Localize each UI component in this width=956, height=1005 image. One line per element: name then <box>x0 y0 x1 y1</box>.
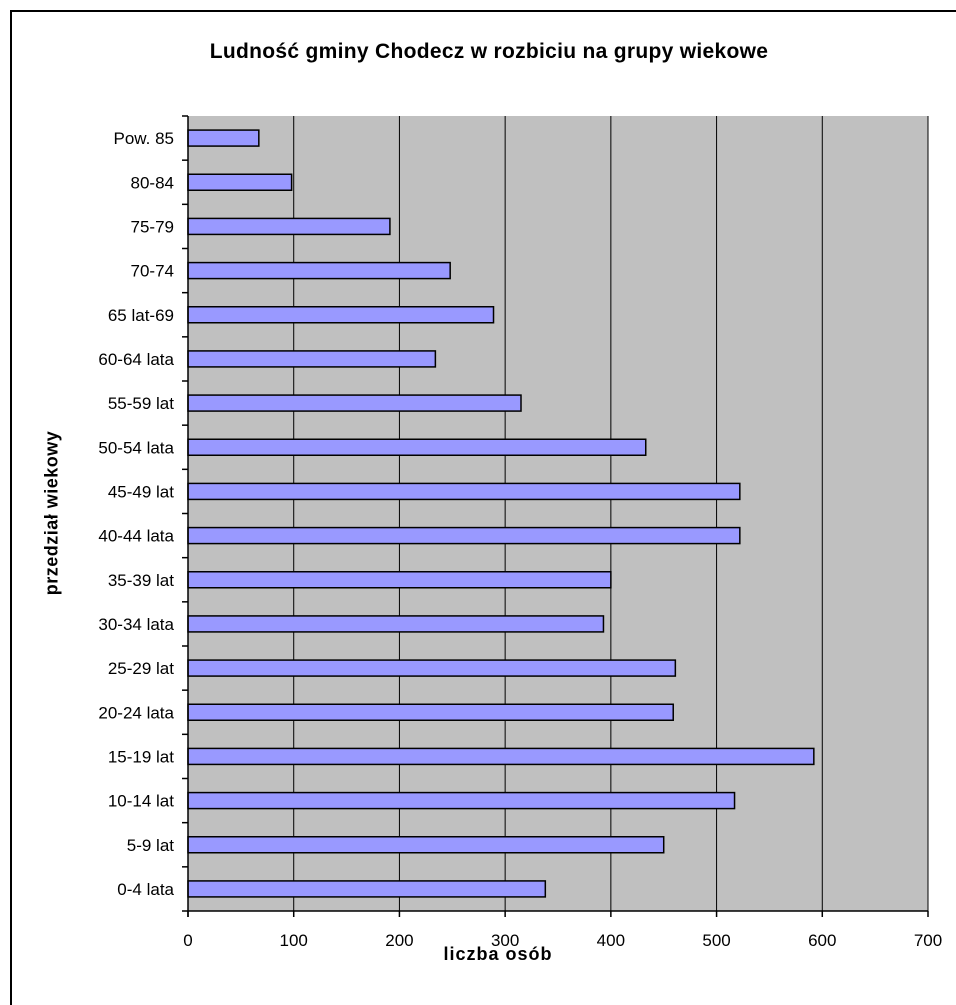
bar <box>187 129 260 147</box>
gridlines <box>293 116 929 911</box>
bar <box>187 394 522 412</box>
bar <box>187 438 647 456</box>
x-tick-label: 300 <box>491 931 519 950</box>
y-tick-label: 0-4 lata <box>117 880 174 899</box>
bar <box>187 571 612 589</box>
y-tick-label: 10-14 lat <box>108 792 174 811</box>
bar <box>187 703 674 721</box>
y-tick-label: Pow. 85 <box>114 129 175 148</box>
plot-area <box>188 116 928 911</box>
bars <box>187 129 815 898</box>
y-tick-label: 20-24 lata <box>98 703 174 722</box>
x-tick-label: 0 <box>183 931 192 950</box>
y-tick-label: 30-34 lata <box>98 615 174 634</box>
bar <box>187 306 495 324</box>
bar <box>187 350 437 368</box>
axes <box>187 116 928 917</box>
y-tick-label: 80-84 <box>131 173 174 192</box>
y-tick-label: 40-44 lata <box>98 527 174 546</box>
y-tick-label: 45-49 lat <box>108 482 174 501</box>
bar <box>187 791 736 810</box>
y-tick-label: 75-79 <box>131 217 174 236</box>
bar <box>187 217 391 236</box>
y-axis-ticks: 0-4 lata 5-9 lat 10-14 lat 15-19 lat 20-24 l… <box>98 115 188 912</box>
bar <box>187 261 451 280</box>
y-tick-label: 60-64 lata <box>98 350 174 369</box>
x-axis-title: liczba osób <box>443 944 553 964</box>
y-tick-label: 35-39 lat <box>108 571 174 590</box>
x-tick-label: 200 <box>385 931 413 950</box>
x-tick-label: 400 <box>597 931 625 950</box>
y-tick-label: 50-54 lata <box>98 438 174 457</box>
y-tick-label: 15-19 lat <box>108 747 174 766</box>
chart-title: Ludność gminy Chodecz w rozbiciu na grup… <box>209 40 769 63</box>
y-tick-label: 65 lat-69 <box>108 306 174 325</box>
x-tick-label: 600 <box>808 931 836 950</box>
bar <box>187 836 665 854</box>
bar <box>187 173 293 191</box>
bar <box>187 659 677 677</box>
x-tick-label: 500 <box>702 931 730 950</box>
y-tick-label: 5-9 lat <box>127 836 175 855</box>
y-tick-label: 70-74 <box>131 262 174 281</box>
y-tick-label: 55-59 lat <box>108 394 174 413</box>
x-tick-label: 700 <box>914 931 942 950</box>
x-tick-label: 100 <box>280 931 308 950</box>
bar <box>187 615 605 633</box>
bar <box>187 526 741 545</box>
bar <box>187 880 547 898</box>
bar <box>187 482 741 501</box>
y-tick-label: 25-29 lat <box>108 659 174 678</box>
x-axis-ticks: 0 100 200 300 400 500 600 700 <box>183 911 942 950</box>
bar <box>187 747 815 766</box>
